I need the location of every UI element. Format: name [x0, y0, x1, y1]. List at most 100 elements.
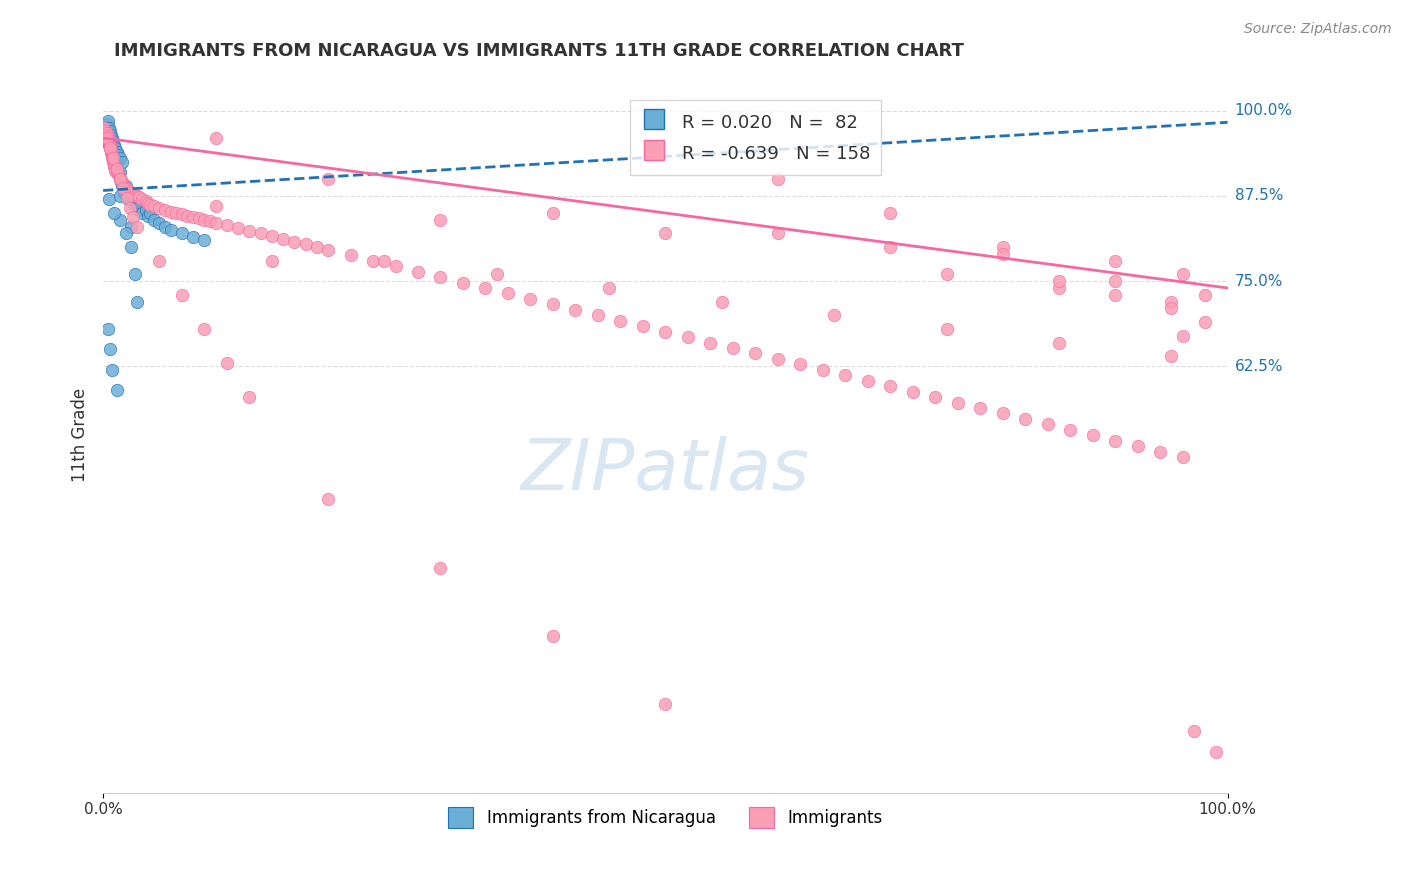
Point [204, 131, 226, 145]
Point [586, 308, 609, 322]
Point [485, 268, 508, 282]
Point [101, 131, 124, 145]
Point [136, 210, 159, 224]
Point [100, 131, 122, 145]
Point [598, 281, 620, 295]
Point [125, 192, 148, 206]
Point [165, 206, 187, 220]
Point [103, 152, 125, 166]
Point [142, 212, 165, 227]
Point [148, 253, 170, 268]
Point [105, 161, 128, 176]
Point [103, 157, 125, 171]
Point [120, 189, 142, 203]
Point [283, 235, 305, 249]
Legend: Immigrants from Nicaragua, Immigrants: Immigrants from Nicaragua, Immigrants [441, 801, 889, 834]
Point [170, 227, 193, 241]
Point [316, 492, 339, 507]
Point [120, 186, 142, 200]
Point [541, 297, 564, 311]
Point [153, 219, 176, 234]
Point [811, 363, 834, 377]
Point [451, 276, 474, 290]
Point [153, 202, 176, 217]
Point [96, 126, 118, 140]
Point [159, 223, 181, 237]
Point [1104, 288, 1126, 302]
Point [879, 240, 901, 254]
Point [97, 128, 120, 142]
Point [100, 128, 122, 142]
Y-axis label: 11th Grade: 11th Grade [72, 387, 89, 482]
Point [496, 286, 519, 301]
Point [136, 195, 159, 210]
Point [249, 227, 271, 241]
Point [110, 174, 132, 188]
Point [361, 253, 384, 268]
Point [103, 154, 125, 169]
Point [316, 172, 339, 186]
Point [1160, 301, 1182, 316]
Point [271, 232, 294, 246]
Point [541, 629, 564, 643]
Point [104, 158, 127, 172]
Point [122, 210, 145, 224]
Point [98, 141, 121, 155]
Point [93, 120, 115, 135]
Point [97, 128, 120, 143]
Text: 100.0%: 100.0% [1234, 103, 1292, 119]
Point [100, 145, 122, 159]
Point [114, 178, 136, 193]
Point [131, 195, 153, 210]
Point [215, 219, 238, 233]
Text: 75.0%: 75.0% [1234, 274, 1282, 289]
Point [120, 201, 142, 215]
Point [103, 145, 125, 159]
Point [103, 134, 125, 148]
Point [260, 253, 283, 268]
Point [97, 131, 120, 145]
Point [103, 160, 125, 174]
Point [114, 180, 136, 194]
Point [1171, 450, 1194, 464]
Point [97, 134, 120, 148]
Point [105, 384, 128, 398]
Point [112, 181, 135, 195]
Point [204, 215, 226, 229]
Point [766, 227, 789, 241]
Point [1171, 268, 1194, 282]
Point [97, 114, 120, 128]
Point [103, 148, 125, 162]
Point [721, 341, 744, 355]
Point [104, 152, 127, 166]
Point [148, 201, 170, 215]
Point [654, 227, 676, 241]
Point [105, 165, 128, 179]
Point [1059, 423, 1081, 437]
Point [238, 390, 260, 404]
Point [193, 322, 215, 336]
Point [1126, 439, 1149, 453]
Point [103, 137, 125, 152]
Point [148, 216, 170, 230]
Point [1149, 444, 1171, 458]
Point [117, 192, 139, 206]
Point [96, 120, 118, 135]
Point [935, 322, 957, 336]
Point [631, 319, 654, 334]
Point [316, 243, 339, 257]
Point [766, 172, 789, 186]
Point [110, 175, 132, 189]
Point [710, 294, 733, 309]
Point [1014, 412, 1036, 426]
Point [103, 158, 125, 172]
Point [111, 154, 134, 169]
Point [1194, 315, 1216, 329]
Point [135, 194, 157, 209]
Point [111, 178, 134, 193]
Point [609, 314, 631, 328]
Point [98, 139, 121, 153]
Point [1104, 274, 1126, 288]
Point [1081, 428, 1104, 442]
Point [834, 368, 856, 383]
